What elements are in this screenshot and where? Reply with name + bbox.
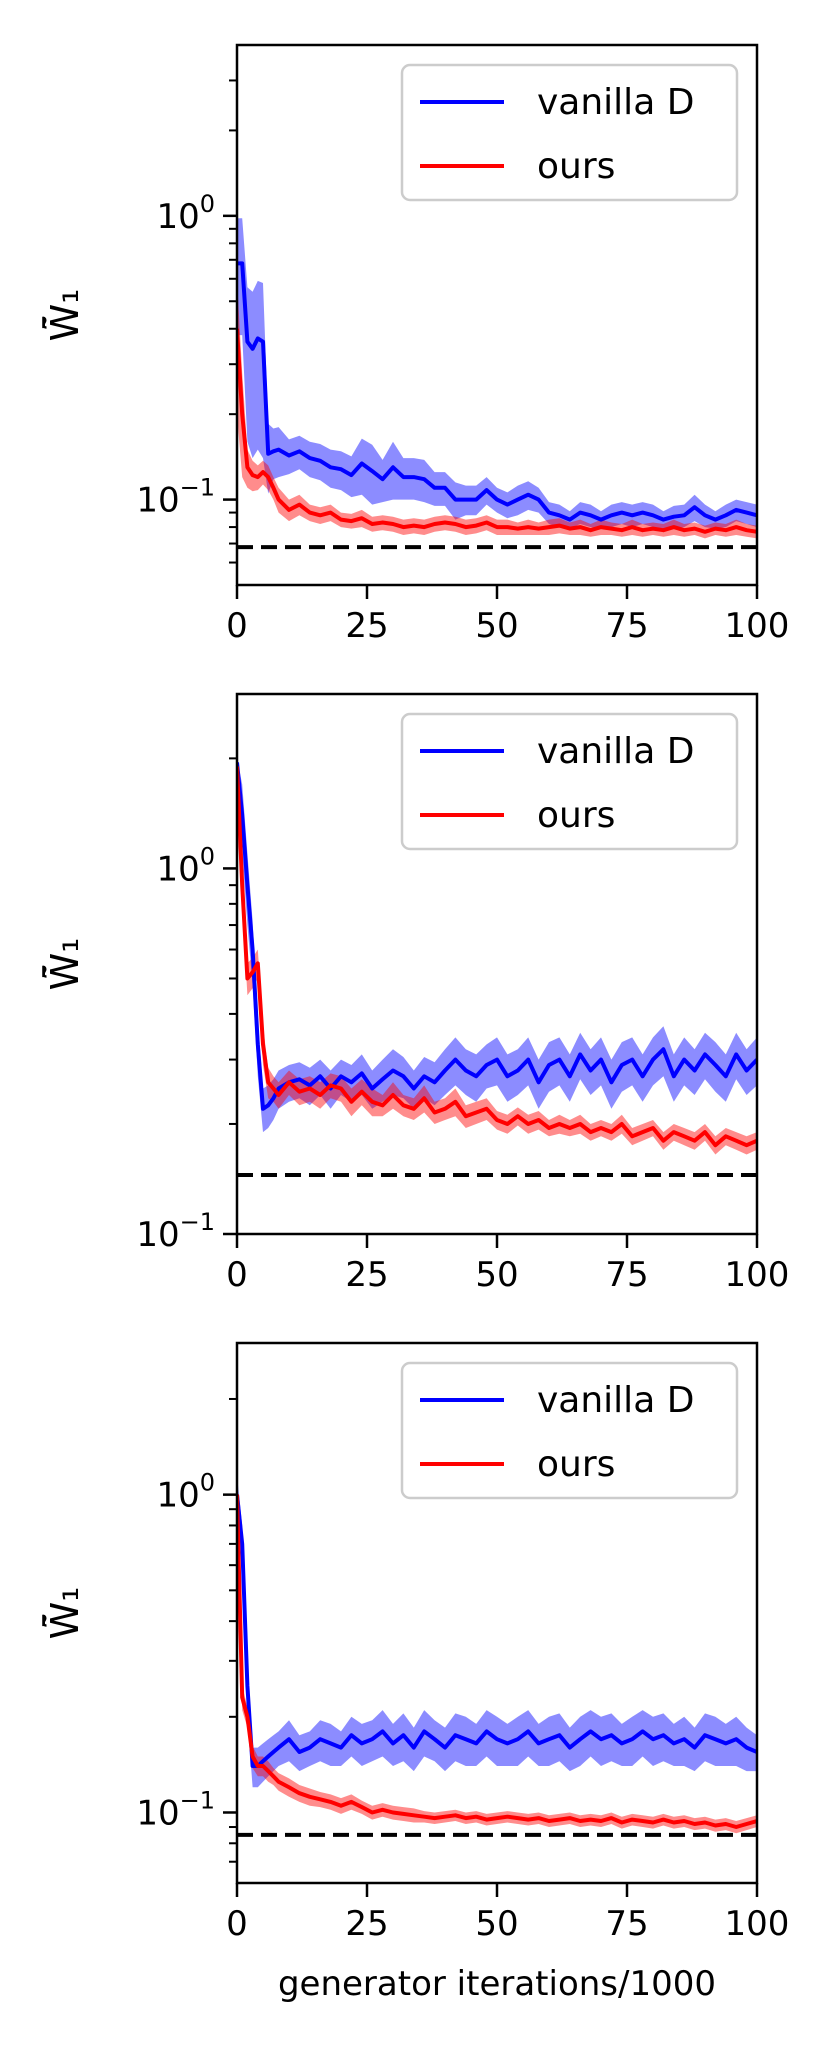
x-tick-label: 25	[345, 1904, 388, 1944]
series-line-vanilla-d	[237, 261, 757, 522]
y-tick-exponent: −1	[180, 1208, 215, 1236]
y-tick-exponent: −1	[180, 474, 215, 502]
y-tick-label: 10−1	[136, 1208, 215, 1255]
y-axis-label: W̃̄₁	[43, 938, 87, 991]
y-tick-base: 10	[136, 1215, 179, 1255]
x-tick-label: 25	[345, 606, 388, 646]
y-tick-base: 10	[136, 1793, 179, 1833]
plot-area	[237, 218, 757, 550]
x-tick-label: 100	[725, 606, 790, 646]
series-line-vanilla-d	[237, 1494, 757, 1768]
y-tick-label: 100	[156, 190, 215, 237]
series-band-ours	[237, 1481, 757, 1834]
series-band-ours	[237, 278, 757, 539]
series-band-vanilla-d	[237, 758, 757, 1133]
y-tick-exponent: 0	[200, 842, 215, 870]
x-tick-label: 75	[605, 606, 648, 646]
legend-label-ours: ours	[537, 146, 615, 187]
y-tick-base: 10	[156, 1476, 199, 1516]
x-tick-label: 50	[475, 1255, 518, 1295]
x-tick-label: 25	[345, 1255, 388, 1295]
series-band-vanilla-d	[237, 218, 757, 529]
y-tick-base: 10	[156, 849, 199, 889]
series-line-ours	[237, 1494, 757, 1829]
y-axis-label: W̃̄₁	[43, 289, 87, 342]
plot-area	[237, 758, 757, 1178]
legend-label-vanilla-d: vanilla D	[537, 82, 694, 123]
legend-label-vanilla-d: vanilla D	[537, 731, 694, 772]
x-tick-label: 100	[725, 1255, 790, 1295]
y-tick-exponent: 0	[200, 1469, 215, 1497]
y-tick-label: 100	[156, 1469, 215, 1516]
x-tick-label: 75	[605, 1255, 648, 1295]
series-line-ours	[237, 766, 757, 1148]
x-tick-label: 0	[226, 1904, 248, 1944]
y-tick-label: 10−1	[136, 474, 215, 521]
plot-area	[237, 1475, 757, 1837]
legend-label-ours: ours	[537, 795, 615, 836]
x-tick-label: 50	[475, 1904, 518, 1944]
legend: vanilla D ours	[400, 63, 739, 202]
y-tick-exponent: −1	[180, 1786, 215, 1814]
y-tick-base: 10	[136, 481, 179, 521]
y-tick-exponent: 0	[200, 190, 215, 218]
series-line-ours	[237, 328, 757, 534]
y-axis-label: W̃̄₁	[43, 1587, 87, 1640]
legend: vanilla D ours	[400, 712, 739, 851]
x-tick-label: 100	[725, 1904, 790, 1944]
y-tick-label: 10−1	[136, 1786, 215, 1833]
legend: vanilla D ours	[400, 1361, 739, 1500]
x-tick-label: 50	[475, 606, 518, 646]
y-tick-label: 100	[156, 842, 215, 889]
x-tick-label: 0	[226, 606, 248, 646]
y-tick-base: 10	[156, 197, 199, 237]
x-axis-label: generator iterations/1000	[278, 1964, 716, 2004]
x-tick-label: 75	[605, 1904, 648, 1944]
legend-label-vanilla-d: vanilla D	[537, 1380, 694, 1421]
legend-label-ours: ours	[537, 1444, 615, 1485]
series-band-vanilla-d	[237, 1475, 757, 1788]
x-tick-label: 0	[226, 1255, 248, 1295]
